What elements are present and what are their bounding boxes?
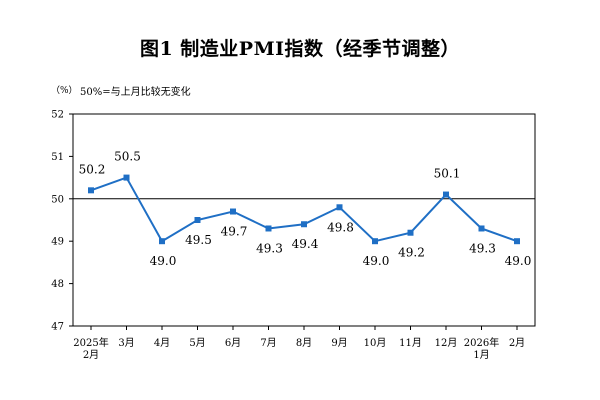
data-label: 50.5 (114, 150, 141, 164)
data-point (443, 191, 449, 198)
data-label: 49.3 (469, 241, 496, 255)
y-tick-label: 48 (51, 279, 64, 290)
x-tick-label: 4月 (154, 337, 170, 349)
x-tick-label: 7月 (260, 337, 276, 349)
x-tick-label: 2月 (83, 349, 99, 361)
data-label: 50.1 (434, 167, 461, 181)
x-tick-label: 2025年 (73, 336, 108, 349)
y-tick-label: 47 (51, 322, 64, 333)
x-tick-label: 9月 (331, 337, 347, 349)
data-label: 49.4 (292, 237, 319, 251)
data-point (301, 221, 307, 228)
data-point (88, 187, 94, 194)
data-label: 50.2 (79, 162, 106, 176)
data-point (514, 238, 520, 245)
data-label: 49.0 (505, 254, 532, 268)
plot-frame (72, 113, 536, 327)
data-point (265, 225, 272, 232)
data-label: 49.2 (398, 246, 425, 260)
x-tick-label: 5月 (189, 337, 205, 349)
series-line (90, 176, 518, 243)
data-label: 49.0 (363, 254, 390, 268)
data-point (123, 174, 130, 181)
y-tick-label: 51 (51, 152, 64, 163)
data-label: 49.7 (221, 225, 248, 239)
x-tick-label: 2月 (509, 337, 525, 349)
x-tick-label: 11月 (399, 337, 422, 349)
y-tick-label: 50 (51, 194, 64, 205)
y-tick-label: 52 (51, 110, 64, 121)
x-tick-label: 8月 (296, 337, 312, 349)
x-tick-label: 2026年 (464, 336, 499, 349)
y-tick-label: 49 (51, 237, 64, 248)
data-point (230, 208, 236, 215)
x-tick-label: 3月 (118, 337, 134, 349)
y-axis-ticks: 47 48 49 50 51 52 (51, 110, 73, 333)
data-point (336, 204, 343, 211)
x-tick-label: 12月 (435, 337, 458, 349)
data-label: 49.5 (185, 233, 212, 247)
data-point (478, 225, 485, 232)
data-labels: 50.2 50.5 49.0 49.5 49.7 49.3 49.4 49.8 49.0 49.2… (79, 150, 532, 269)
data-label: 49.8 (327, 220, 354, 234)
chart-note: 50%=与上月比较无变化 (80, 87, 191, 98)
data-point (194, 217, 201, 223)
data-label: 49.3 (256, 241, 283, 255)
data-point (159, 238, 165, 245)
data-point (372, 238, 378, 245)
series-markers (88, 174, 520, 245)
data-point (407, 229, 414, 236)
chart-title: 图1 制造业PMI指数（经季节调整） (139, 38, 461, 60)
x-tick-label: 10月 (364, 337, 387, 349)
data-label: 49.0 (150, 254, 177, 268)
x-tick-label: 1月 (473, 349, 489, 361)
x-tick-label: 6月 (225, 337, 241, 349)
y-axis-unit: （%） (51, 86, 78, 96)
